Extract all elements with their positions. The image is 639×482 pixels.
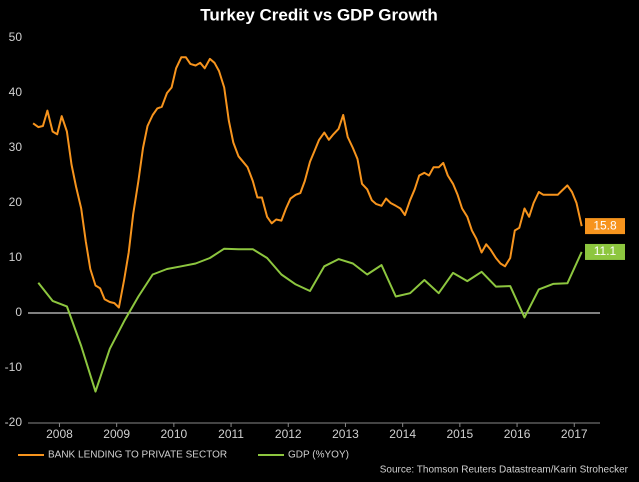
x-tick-label: 2017 bbox=[561, 427, 588, 441]
x-tick-label: 2014 bbox=[389, 427, 416, 441]
series-line bbox=[37, 247, 583, 393]
chart-title: Turkey Credit vs GDP Growth bbox=[200, 5, 437, 24]
end-label: 15.8 bbox=[593, 218, 617, 232]
series-line bbox=[32, 56, 583, 309]
y-tick-label: 0 bbox=[15, 305, 22, 319]
y-tick-label: 30 bbox=[9, 140, 23, 154]
x-tick-label: 2013 bbox=[332, 427, 359, 441]
legend-label: GDP (%YOY) bbox=[288, 450, 349, 461]
y-tick-label: 10 bbox=[9, 250, 23, 264]
x-tick-label: 2009 bbox=[103, 427, 130, 441]
source-note: Source: Thomson Reuters Datastream/Karin… bbox=[380, 465, 629, 476]
y-tick-label: 50 bbox=[9, 30, 23, 44]
x-tick-label: 2015 bbox=[447, 427, 474, 441]
x-tick-label: 2012 bbox=[275, 427, 302, 441]
y-tick-label: -20 bbox=[5, 415, 23, 429]
y-tick-label: -10 bbox=[5, 360, 23, 374]
x-tick-label: 2008 bbox=[46, 427, 73, 441]
y-tick-label: 20 bbox=[9, 195, 23, 209]
x-tick-label: 2011 bbox=[218, 427, 244, 441]
y-tick-label: 40 bbox=[9, 85, 23, 99]
end-label: 11.1 bbox=[594, 244, 617, 258]
end-label-box bbox=[585, 218, 625, 235]
x-tick-label: 2016 bbox=[504, 427, 531, 441]
end-label-box bbox=[585, 243, 625, 260]
x-tick-label: 2010 bbox=[161, 427, 188, 441]
legend-label: BANK LENDING TO PRIVATE SECTOR bbox=[48, 450, 227, 461]
